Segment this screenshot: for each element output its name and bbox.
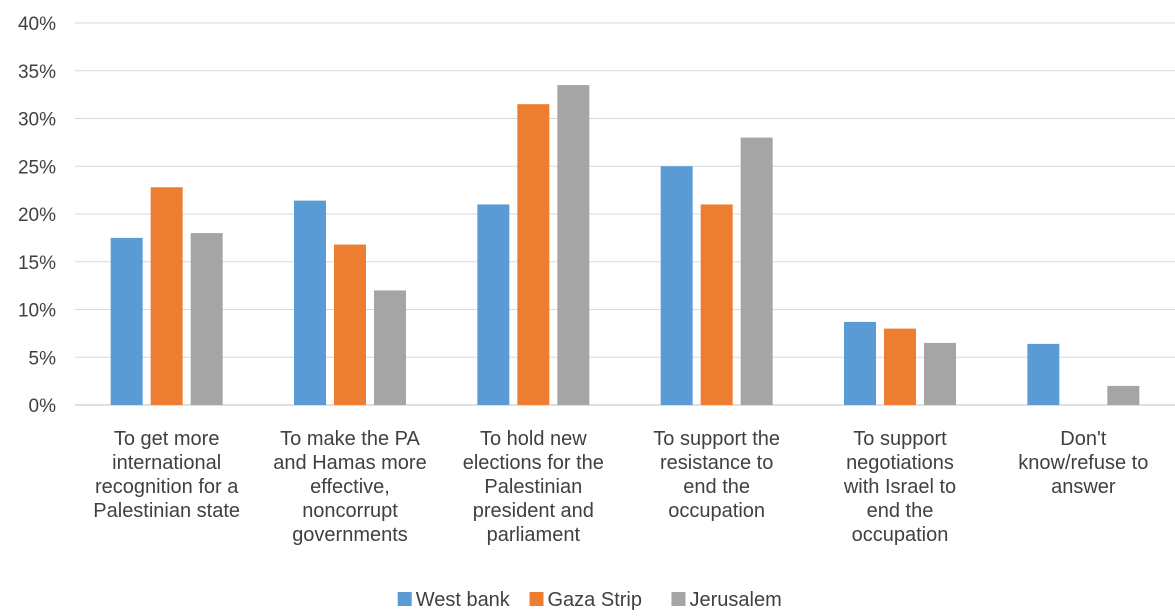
- bar-gaza-strip: [884, 328, 916, 405]
- legend-label: Jerusalem: [690, 589, 782, 611]
- bar-jerusalem: [740, 137, 773, 405]
- bar-gaza-strip: [700, 204, 733, 405]
- bar-jerusalem: [190, 233, 223, 405]
- category-label: To make the PA and Hamas more effective, no…: [273, 428, 426, 546]
- category-label: To get more international recognition for …: [93, 428, 240, 522]
- category-label: Don't know/refuse to answer: [1018, 428, 1148, 498]
- y-tick-label: 25%: [18, 157, 56, 178]
- bar-west-bank: [110, 237, 143, 405]
- legend-item-gaza-strip: Gaza Strip: [529, 589, 642, 611]
- bar-west-bank: [1027, 343, 1060, 405]
- legend-label: West bank: [416, 589, 511, 611]
- legend-item-west-bank: West bank: [397, 589, 511, 611]
- gridlines: [75, 22, 1175, 406]
- category-label: To support negotiations with Israel to end …: [843, 428, 956, 546]
- y-tick-label: 30%: [18, 110, 56, 131]
- y-tick-label: 10%: [18, 301, 56, 322]
- y-tick-label: 20%: [18, 205, 56, 226]
- bar-gaza-strip: [150, 187, 183, 405]
- bar-west-bank: [844, 321, 876, 405]
- category-label: To support the resistance to end the occupa…: [653, 428, 780, 522]
- bar-west-bank: [477, 204, 510, 405]
- y-tick-label: 40%: [18, 14, 56, 35]
- bar-west-bank: [660, 166, 693, 405]
- bar-gaza-strip: [517, 104, 550, 406]
- y-tick-label: 5%: [29, 348, 57, 369]
- bar-gaza-strip: [334, 244, 366, 405]
- legend-swatch: [529, 592, 544, 606]
- legend-label: Gaza Strip: [548, 589, 642, 611]
- legend-item-jerusalem: Jerusalem: [671, 589, 782, 611]
- legend-swatch: [671, 592, 686, 606]
- bar-west-bank: [294, 200, 326, 405]
- bar-jerusalem: [557, 85, 590, 405]
- legend: West bank Gaza Strip Jerusalem: [397, 589, 782, 611]
- bar-jerusalem: [1107, 385, 1140, 405]
- y-tick-label: 0%: [29, 396, 57, 417]
- bar-jerusalem: [374, 290, 406, 405]
- category-labels: To get more international recognition for …: [93, 428, 1148, 546]
- bars: [110, 85, 1140, 406]
- bar-jerusalem: [924, 342, 956, 405]
- y-axis-tick-labels: 0% 5% 10% 15% 20% 25% 30% 35% 40%: [18, 14, 56, 417]
- category-label: To hold new elections for the Palestinian p…: [463, 428, 604, 546]
- y-tick-label: 35%: [18, 62, 56, 83]
- y-tick-label: 15%: [18, 253, 56, 274]
- legend-swatch: [397, 592, 412, 606]
